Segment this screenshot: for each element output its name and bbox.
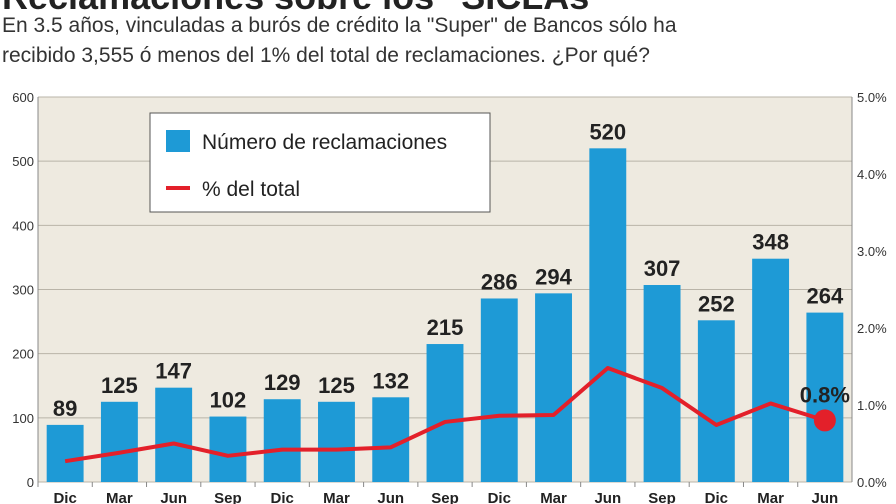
bar (752, 258, 790, 482)
x-tick-label: Jun (377, 490, 404, 504)
left-tick-label: 400 (12, 218, 34, 233)
bar-value-label: 102 (210, 388, 247, 413)
x-tick-label: Dic (705, 490, 728, 504)
bar-value-label: 132 (372, 368, 409, 393)
bar (46, 424, 84, 482)
x-tick-label: Dic (271, 490, 294, 504)
right-tick-label: 1.0% (857, 398, 887, 413)
left-tick-label: 500 (12, 154, 34, 169)
bar-value-label: 307 (644, 256, 681, 281)
right-tick-label: 2.0% (857, 321, 887, 336)
legend-label-line: % del total (202, 178, 300, 201)
bar-value-label: 252 (698, 291, 735, 316)
x-tick-label: Jun (160, 490, 187, 504)
legend-swatch-bars (166, 130, 190, 152)
chart-title: Reclamaciones sobre los "SICLAs" (2, 0, 606, 18)
bar (806, 312, 844, 482)
right-tick-label: 5.0% (857, 90, 887, 105)
bar (697, 320, 735, 482)
x-tick-label: Dic (488, 490, 511, 504)
x-tick-label: Dic (53, 490, 76, 504)
bar (426, 344, 464, 482)
bar (155, 387, 193, 482)
x-tick-label: Sep (214, 490, 242, 504)
x-tick-label: Mar (540, 490, 567, 504)
left-tick-label: 200 (12, 347, 34, 362)
right-tick-label: 4.0% (857, 167, 887, 182)
last-point-label: 0.8% (800, 382, 850, 407)
subtitle-line-2: recibido 3,555 ó menos del 1% del total … (2, 44, 650, 67)
left-tick-label: 600 (12, 90, 34, 105)
right-tick-label: 3.0% (857, 244, 887, 259)
last-point-marker (813, 409, 836, 432)
legend-box (149, 112, 491, 213)
bar-value-label: 125 (101, 373, 138, 398)
x-tick-label: Jun (812, 490, 839, 504)
subtitle-line-1: En 3.5 años, vinculadas a burós de crédi… (2, 14, 677, 37)
bar (589, 148, 627, 483)
bar (263, 399, 301, 482)
bar-value-label: 286 (481, 269, 518, 294)
bar-value-label: 125 (318, 373, 355, 398)
bar (480, 298, 518, 482)
bar (100, 401, 138, 482)
bar-value-label: 520 (589, 119, 626, 144)
x-tick-label: Sep (648, 490, 676, 504)
bar (209, 416, 247, 482)
bar-value-label: 129 (264, 370, 301, 395)
bar-value-label: 147 (155, 359, 192, 384)
bar-value-label: 264 (807, 284, 844, 309)
bar-value-label: 89 (53, 396, 77, 421)
x-tick-label: Mar (106, 490, 133, 504)
left-tick-label: 0 (27, 475, 34, 490)
x-tick-label: Sep (431, 490, 459, 504)
bar-value-label: 348 (752, 230, 789, 255)
legend-label-bars: Número de reclamaciones (202, 131, 447, 154)
bar (535, 293, 572, 482)
bar-value-label: 215 (427, 315, 464, 340)
left-tick-label: 100 (12, 411, 34, 426)
right-tick-label: 0.0% (857, 475, 887, 490)
bar-value-label: 294 (535, 264, 572, 289)
bar (318, 401, 355, 482)
x-tick-label: Mar (757, 490, 784, 504)
left-tick-label: 300 (12, 283, 34, 298)
x-tick-label: Mar (323, 490, 350, 504)
x-tick-label: Jun (594, 490, 621, 504)
